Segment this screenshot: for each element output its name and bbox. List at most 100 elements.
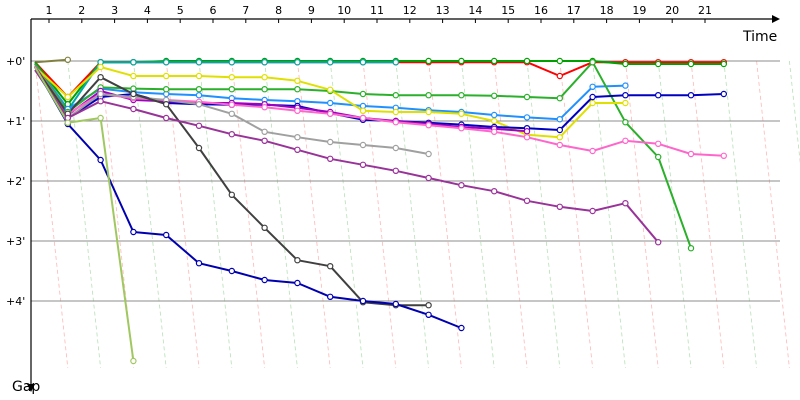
series-point (228, 130, 235, 138)
series-point (162, 72, 170, 80)
series-point (64, 119, 72, 127)
guide-line (690, 60, 725, 368)
guide-line (395, 60, 429, 368)
series-point (622, 60, 629, 68)
horizontal-gridlines (31, 60, 780, 302)
series-point (556, 115, 564, 123)
series-point (720, 60, 728, 68)
diagonal-guides (34, 60, 800, 368)
series-point (294, 59, 301, 66)
series-point (491, 92, 498, 100)
series-point (458, 324, 465, 332)
series-point (195, 72, 203, 80)
series-point (622, 91, 629, 99)
series-point (589, 99, 596, 107)
x-tick-label: 21 (698, 4, 712, 17)
series-point (195, 85, 203, 93)
series-point (294, 133, 301, 141)
series-point (392, 167, 399, 174)
series-point (425, 174, 432, 182)
guide-line (493, 60, 528, 368)
series-point (556, 72, 564, 80)
series-point (195, 260, 203, 267)
series-point (523, 114, 531, 121)
series-point (162, 114, 170, 122)
series-point (425, 311, 432, 318)
x-tick-label: 19 (632, 4, 646, 17)
series-point (162, 231, 170, 239)
series-point (97, 73, 104, 81)
series-line (34, 66, 135, 362)
y-tick-label: +1' (6, 115, 25, 128)
series-point (458, 57, 465, 65)
x-tick-label: 6 (210, 4, 217, 17)
series-point (556, 141, 564, 149)
series-point (130, 59, 137, 66)
series-point (425, 121, 432, 129)
guide-line (789, 60, 800, 164)
series-point (327, 59, 334, 66)
x-tick-label: 13 (436, 4, 450, 17)
series-point (130, 85, 137, 92)
series-point (359, 114, 367, 122)
y-tick-labels: +0' +1' +2' +3' +4' (6, 55, 25, 308)
series-point (523, 57, 531, 65)
series-point (130, 357, 137, 365)
x-tick-label: 8 (275, 4, 282, 17)
series-point (556, 126, 564, 134)
guide-line (165, 60, 200, 368)
x-tick-label: 1 (46, 4, 53, 17)
series-point (392, 118, 399, 126)
series-point (622, 118, 629, 126)
guide-line (657, 60, 692, 368)
series-point (359, 90, 367, 98)
series-point (491, 111, 498, 119)
series-point (195, 144, 203, 152)
series-point (97, 97, 104, 105)
series-point (359, 59, 367, 66)
series-point (97, 90, 104, 98)
series-point (687, 91, 695, 99)
series-point (195, 122, 203, 130)
y-tick-label: +4' (6, 295, 25, 308)
x-tick-label: 16 (534, 4, 548, 17)
series-point (491, 128, 498, 135)
guide-line (198, 60, 233, 368)
y-tick-label: +2' (6, 175, 25, 188)
x-tick-label: 11 (370, 4, 384, 17)
series-line (34, 61, 396, 112)
series-point (228, 101, 235, 109)
series-point (162, 85, 170, 93)
series-point (261, 137, 268, 144)
guide-line (559, 60, 593, 368)
series-point (523, 133, 531, 141)
series-point (359, 297, 367, 305)
series-point (359, 107, 367, 115)
series-point (556, 203, 564, 210)
x-tick-label: 18 (600, 4, 614, 17)
series-point (261, 276, 268, 284)
x-tick-labels: 1 2 3 4 5 6 7 8 9 10 11 12 13 14 15 16 17 18 19 20 21 (46, 4, 712, 23)
x-tick-label: 5 (177, 4, 184, 17)
x-tick-label: 3 (111, 4, 118, 17)
series-point (458, 110, 465, 118)
series-point (359, 161, 367, 168)
series-point (720, 152, 728, 159)
series-point (228, 110, 235, 118)
series-point (491, 187, 498, 195)
series-point (556, 94, 564, 102)
series-points (64, 56, 728, 365)
series-point (64, 93, 72, 101)
series-point (327, 263, 334, 270)
series-point (491, 57, 498, 65)
series-point (556, 133, 564, 141)
y-axis-title: Gap (12, 379, 40, 395)
series-point (97, 63, 104, 71)
series-point (655, 91, 662, 99)
series-point (97, 114, 104, 122)
guide-line (625, 60, 659, 368)
series-point (294, 77, 301, 85)
guide-line (592, 60, 626, 368)
guide-line (264, 60, 298, 368)
